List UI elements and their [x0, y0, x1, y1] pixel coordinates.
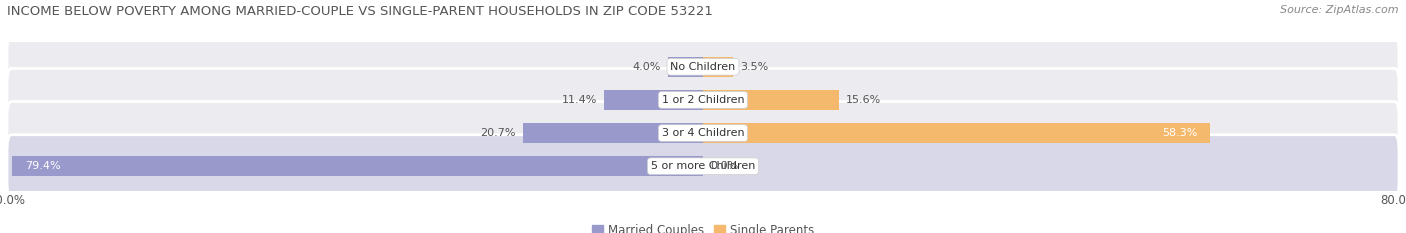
Text: 4.0%: 4.0%: [633, 62, 661, 72]
Text: 79.4%: 79.4%: [25, 161, 60, 171]
Text: 1 or 2 Children: 1 or 2 Children: [662, 95, 744, 105]
Text: 0.0%: 0.0%: [710, 161, 738, 171]
FancyBboxPatch shape: [7, 135, 1399, 198]
Bar: [703, 90, 839, 110]
Text: INCOME BELOW POVERTY AMONG MARRIED-COUPLE VS SINGLE-PARENT HOUSEHOLDS IN ZIP COD: INCOME BELOW POVERTY AMONG MARRIED-COUPL…: [7, 5, 713, 18]
Text: 20.7%: 20.7%: [481, 128, 516, 138]
Text: No Children: No Children: [671, 62, 735, 72]
Bar: [668, 57, 703, 77]
Bar: [603, 90, 703, 110]
FancyBboxPatch shape: [7, 69, 1399, 131]
Text: 15.6%: 15.6%: [845, 95, 882, 105]
Text: 3.5%: 3.5%: [741, 62, 769, 72]
FancyBboxPatch shape: [7, 35, 1399, 98]
Text: 11.4%: 11.4%: [561, 95, 598, 105]
Bar: [523, 123, 703, 143]
Bar: [13, 156, 703, 176]
Bar: [703, 123, 1211, 143]
Text: 58.3%: 58.3%: [1161, 128, 1197, 138]
Text: Source: ZipAtlas.com: Source: ZipAtlas.com: [1281, 5, 1399, 15]
Text: 5 or more Children: 5 or more Children: [651, 161, 755, 171]
FancyBboxPatch shape: [7, 102, 1399, 164]
Text: 3 or 4 Children: 3 or 4 Children: [662, 128, 744, 138]
Legend: Married Couples, Single Parents: Married Couples, Single Parents: [592, 224, 814, 233]
Bar: [703, 57, 734, 77]
